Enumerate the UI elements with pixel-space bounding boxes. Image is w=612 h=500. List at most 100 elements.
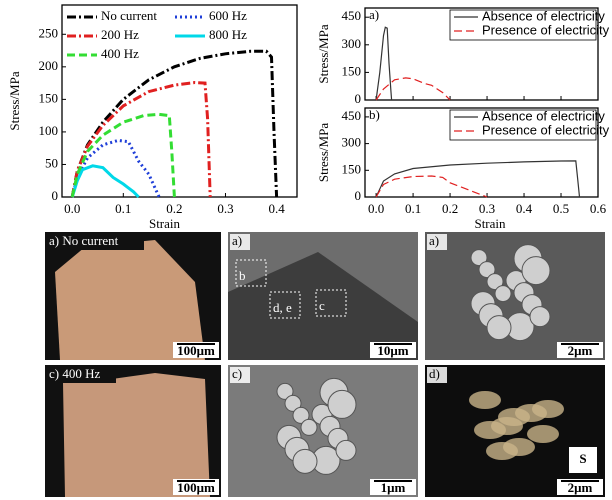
y-tick-label: 200: [39, 58, 59, 73]
plot-frame: [364, 7, 599, 101]
crystal: [292, 448, 318, 474]
crystal: [292, 406, 310, 424]
panel-label: d): [429, 366, 440, 381]
scale-label: 10μm: [377, 343, 408, 358]
plot-frame: [61, 4, 298, 198]
legend-box: [449, 109, 597, 141]
scale-label: 1μm: [381, 480, 406, 495]
y-tick-label: 100: [39, 123, 59, 138]
series-line: [70, 164, 140, 199]
crystal: [335, 439, 357, 461]
panel-label: a): [429, 233, 439, 248]
series-line: [375, 160, 581, 198]
x-tick-label: 0.4: [268, 201, 285, 216]
scale-bg: [173, 342, 219, 358]
legend-label: 600 Hz: [209, 8, 247, 23]
crystal: [276, 382, 294, 400]
x-tick-label: 0.4: [516, 201, 533, 216]
element-map: [532, 400, 564, 418]
scale-label: 100μm: [177, 343, 215, 358]
y-tick-label: 150: [39, 90, 59, 105]
crystal: [486, 315, 512, 341]
chart-label: b): [369, 107, 380, 122]
scale-bg: [370, 479, 416, 495]
y-tick-label: 0: [355, 91, 362, 106]
y-tick-label: 300: [342, 36, 362, 51]
x-tick-label: 0.6: [590, 201, 607, 216]
x-tick-label: 0.1: [115, 201, 131, 216]
y-tick-label: 300: [342, 135, 362, 150]
y-tick-label: 150: [342, 63, 362, 78]
legend-label: Presence of electricity: [482, 122, 610, 137]
series-line: [375, 77, 451, 101]
x-tick-label: 0.0: [64, 201, 80, 216]
element-map: [503, 438, 535, 456]
label-bg: [230, 234, 250, 250]
crystal: [478, 261, 496, 279]
legend-label: Presence of electricity: [482, 22, 610, 37]
y-tick-label: 50: [45, 155, 58, 170]
x-axis-label: Strain: [149, 216, 181, 231]
y-axis-label: Stress/MPa: [316, 123, 331, 182]
crystal: [494, 285, 512, 303]
x-tick-label: 0.2: [166, 201, 182, 216]
panel-label: a): [232, 233, 242, 248]
crystal: [521, 256, 551, 286]
x-tick-label: 0.3: [217, 201, 233, 216]
crystal: [327, 389, 357, 419]
scale-label: 2μm: [568, 343, 593, 358]
legend-box: [449, 9, 597, 41]
y-axis-label: Stress/MPa: [7, 71, 22, 130]
label-bg: [427, 367, 447, 383]
specimen: [55, 240, 205, 360]
legend-label: Absence of electricity: [482, 8, 605, 23]
label-bg: [47, 367, 116, 383]
crystal: [300, 418, 318, 436]
plot-frame: [364, 107, 599, 198]
series-line: [375, 175, 488, 198]
y-tick-label: 450: [342, 108, 362, 123]
x-tick-label: 0.2: [442, 201, 458, 216]
series-line: [70, 112, 176, 198]
x-tick-label: 0.3: [479, 201, 495, 216]
legend-label: 200 Hz: [101, 27, 139, 42]
panel-label: c): [232, 366, 242, 381]
y-tick-label: 0: [355, 188, 362, 203]
x-axis-label: Strain: [474, 216, 506, 231]
chart-label: a): [369, 7, 379, 22]
label-bg: [230, 367, 250, 383]
series-line: [375, 26, 393, 101]
crystal: [284, 394, 302, 412]
crystal: [470, 249, 488, 267]
legend-label: No current: [101, 8, 157, 23]
panel-label: a) No current: [49, 233, 119, 248]
legend-label: 400 Hz: [101, 46, 139, 61]
panel-label: c) 400 Hz: [49, 366, 100, 381]
scale-label: 2μm: [568, 480, 593, 495]
scale-label: 100μm: [177, 480, 215, 495]
y-tick-label: 450: [342, 8, 362, 23]
series-line: [70, 80, 212, 198]
element-map: [469, 391, 501, 409]
y-tick-label: 150: [342, 161, 362, 176]
label-bg: [47, 234, 144, 250]
fracture: [228, 252, 418, 360]
region-label: c: [319, 298, 325, 313]
label-bg: [427, 234, 447, 250]
legend-label: Absence of electricity: [482, 108, 605, 123]
y-tick-label: 250: [39, 25, 59, 40]
element-map: [527, 425, 559, 443]
region-label: d, e: [273, 300, 292, 315]
x-tick-label: 0.1: [405, 201, 421, 216]
crystal: [529, 306, 551, 328]
element-label: S: [579, 451, 586, 466]
scale-bg: [557, 479, 603, 495]
y-tick-label: 0: [52, 188, 59, 203]
scale-bg: [370, 342, 416, 358]
y-axis-label: Stress/MPa: [316, 24, 331, 83]
series-line: [70, 138, 161, 198]
scale-bg: [557, 342, 603, 358]
legend-label: 800 Hz: [209, 27, 247, 42]
x-tick-label: 0.5: [553, 201, 569, 216]
